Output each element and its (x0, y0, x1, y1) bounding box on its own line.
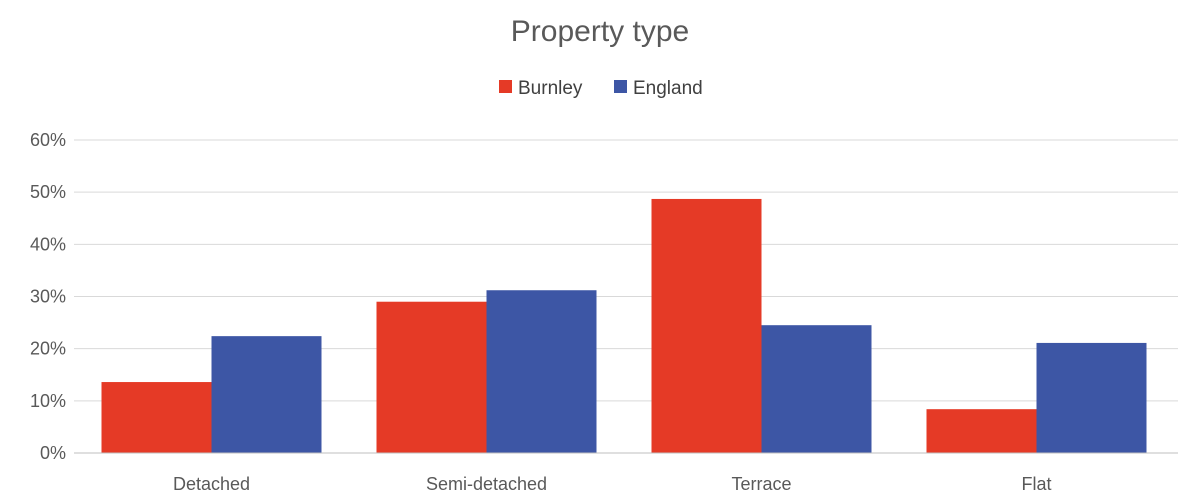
y-axis-tick-labels: 0% 10% 20% 30% 40% 50% 60% (30, 130, 66, 463)
y-tick-label: 10% (30, 391, 66, 411)
x-category-label: Terrace (731, 474, 791, 494)
x-category-label: Flat (1021, 474, 1051, 494)
y-tick-label: 0% (40, 443, 66, 463)
bar-england-flat (1036, 342, 1147, 453)
x-axis-category-labels: Detached Semi-detached Terrace Flat (173, 474, 1052, 494)
bar-burnley-terrace (651, 198, 762, 453)
bar-burnley-semi-detached (376, 301, 487, 453)
legend-swatch-burnley (499, 80, 512, 93)
bar-burnley-flat (926, 409, 1037, 453)
y-tick-label: 20% (30, 339, 66, 359)
y-tick-label: 30% (30, 287, 66, 307)
legend-label-burnley: Burnley (518, 78, 583, 99)
y-tick-label: 60% (30, 130, 66, 150)
bar-england-terrace (761, 325, 872, 453)
chart-title: Property type (511, 15, 689, 48)
legend: Burnley England (499, 78, 703, 99)
legend-swatch-england (614, 80, 627, 93)
bar-england-detached (211, 336, 322, 453)
x-category-label: Semi-detached (426, 474, 547, 494)
bar-england-semi-detached (486, 290, 597, 453)
bars (101, 198, 1147, 453)
y-tick-label: 50% (30, 182, 66, 202)
legend-label-england: England (633, 78, 703, 99)
y-tick-label: 40% (30, 234, 66, 254)
x-category-label: Detached (173, 474, 250, 494)
bar-burnley-detached (101, 382, 212, 453)
